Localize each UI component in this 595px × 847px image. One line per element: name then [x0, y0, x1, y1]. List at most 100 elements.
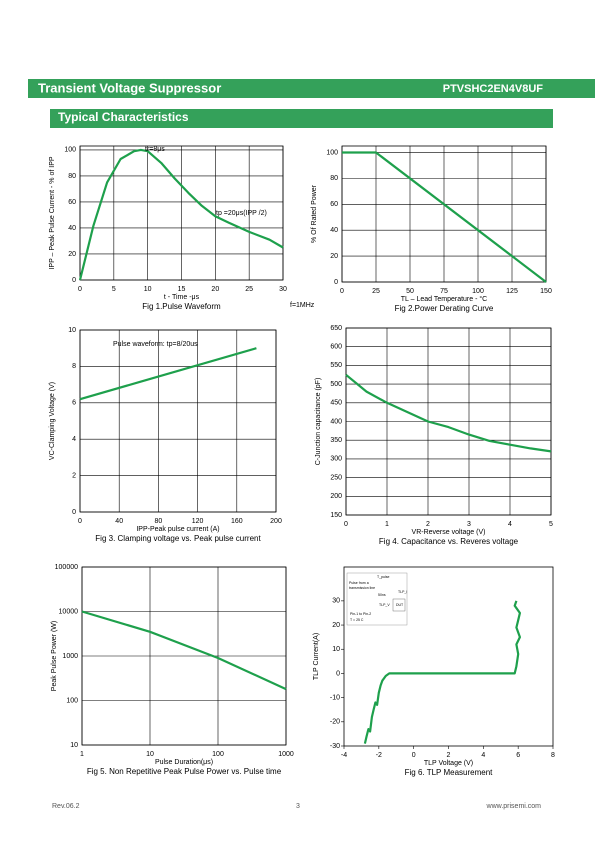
- x-tick-label: 150: [540, 288, 552, 295]
- y-tick-label: 80: [68, 173, 76, 180]
- plot-frame: [341, 145, 547, 283]
- header-title: Transient Voltage Suppressor: [38, 80, 221, 95]
- x-tick-label: 6: [516, 752, 520, 759]
- x-tick-label: 40: [115, 518, 123, 525]
- annotation: transmission line: [349, 586, 375, 590]
- x-tick-label: 0: [340, 288, 344, 295]
- y-tick-label: 8: [72, 363, 76, 370]
- annotation: f=1MHz: [290, 302, 315, 309]
- annotation: DUT: [396, 603, 404, 607]
- x-tick-label: 0: [78, 286, 82, 293]
- y-axis-label: IPP – Peak Pulse Current - % of IPP: [49, 156, 56, 269]
- data-line: [342, 151, 547, 283]
- y-tick-label: 0: [72, 277, 76, 284]
- y-tick-label: -10: [330, 694, 340, 701]
- y-tick-label: -30: [330, 743, 340, 750]
- x-tick-label: 25: [372, 288, 380, 295]
- y-tick-label: 100: [326, 149, 338, 156]
- x-tick-label: 3: [467, 521, 471, 528]
- y-tick-label: 600: [330, 344, 342, 351]
- y-tick-label: 10: [68, 327, 76, 334]
- revision: Rev.06.2: [52, 803, 80, 810]
- y-tick-label: -20: [330, 719, 340, 726]
- y-tick-label: 250: [330, 474, 342, 481]
- data-line: [363, 600, 521, 744]
- annotation: Pulse from a: [349, 581, 369, 585]
- plot-frame: [79, 329, 277, 513]
- y-tick-label: 10: [332, 646, 340, 653]
- y-tick-label: 2: [72, 472, 76, 479]
- x-tick-label: 100: [212, 751, 224, 758]
- figure-caption: Fig 6. TLP Measurement: [405, 768, 494, 777]
- x-tick-label: 1: [80, 751, 84, 758]
- x-axis-label: VR-Reverse voltage (V): [412, 529, 486, 536]
- y-axis-label: VC-Clamping Voltage (V): [49, 382, 56, 460]
- x-tick-label: 25: [245, 286, 253, 293]
- y-tick-label: 0: [72, 509, 76, 516]
- data-line: [78, 148, 284, 281]
- figure-caption: Fig 1.Pulse Waveform: [142, 302, 221, 311]
- x-tick-label: 0: [344, 521, 348, 528]
- y-tick-label: 80: [330, 175, 338, 182]
- annotation: T = 25 C: [350, 618, 364, 622]
- y-tick-label: 20: [330, 253, 338, 260]
- y-tick-label: 4: [72, 436, 76, 443]
- annotation: TLP_V: [379, 603, 390, 607]
- y-tick-label: 650: [330, 325, 342, 332]
- y-tick-label: 500: [330, 381, 342, 388]
- y-axis-label: Peak Pulse Power (W): [51, 621, 58, 691]
- y-tick-label: 10: [70, 742, 78, 749]
- y-axis-label: C-Junction capacitance (pF): [315, 378, 322, 466]
- y-tick-label: 40: [330, 227, 338, 234]
- section-title: Typical Characteristics: [58, 110, 189, 124]
- y-tick-label: 450: [330, 400, 342, 407]
- y-tick-label: 100: [64, 147, 76, 154]
- x-tick-label: 8: [551, 752, 555, 759]
- y-axis-label: % Of Rated Power: [311, 184, 318, 243]
- annotation: tr=8μs: [145, 146, 165, 153]
- x-axis-label: TL – Lead Temperature - °C: [401, 295, 487, 303]
- y-tick-label: 100000: [55, 564, 78, 571]
- x-tick-label: 120: [192, 518, 204, 525]
- x-tick-label: 10: [146, 751, 154, 758]
- plot-frame: [343, 566, 554, 747]
- y-tick-label: 550: [330, 362, 342, 369]
- x-tick-label: 50: [406, 288, 414, 295]
- plot-frame: [345, 327, 552, 516]
- figure-caption: Fig 2.Power Derating Curve: [395, 304, 494, 313]
- x-tick-label: 4: [481, 752, 485, 759]
- annotation: T_pulse: [377, 575, 390, 579]
- x-tick-label: 0: [412, 752, 416, 759]
- x-tick-label: 5: [549, 521, 553, 528]
- y-tick-label: 400: [330, 418, 342, 425]
- y-axis-label: TLP Current(A): [313, 633, 320, 680]
- annotation: Pin-1 to Pin-2: [350, 612, 371, 616]
- x-tick-label: -2: [376, 752, 382, 759]
- figure-caption: Fig 3. Clamping voltage vs. Peak pulse c…: [95, 534, 261, 543]
- figure-caption: Fig 5. Non Repetitive Peak Pulse Power v…: [87, 767, 282, 776]
- x-tick-label: 1: [385, 521, 389, 528]
- inset-dut: [392, 598, 406, 612]
- x-axis-label: TLP Voltage (V): [424, 760, 473, 767]
- y-tick-label: 0: [336, 670, 340, 677]
- y-tick-label: 100: [66, 697, 78, 704]
- annotation: Pulse waveform: tp=8/20us: [113, 341, 198, 348]
- data-line: [345, 373, 552, 453]
- plot-frame: [81, 566, 287, 746]
- x-axis-label: Pulse Duration(μs): [155, 759, 213, 766]
- y-tick-label: 10000: [59, 608, 79, 615]
- figure-caption: Fig 4. Capacitance vs. Reveres voltage: [379, 537, 519, 546]
- url: www.prisemi.com: [486, 803, 542, 810]
- x-tick-label: 200: [270, 518, 282, 525]
- y-tick-label: 40: [68, 225, 76, 232]
- x-tick-label: 75: [440, 288, 448, 295]
- x-tick-label: 160: [231, 518, 243, 525]
- x-tick-label: 80: [155, 518, 163, 525]
- data-line: [79, 347, 257, 401]
- x-tick-label: 15: [178, 286, 186, 293]
- y-tick-label: 300: [330, 456, 342, 463]
- x-tick-label: 2: [447, 752, 451, 759]
- header-bar: [28, 79, 595, 98]
